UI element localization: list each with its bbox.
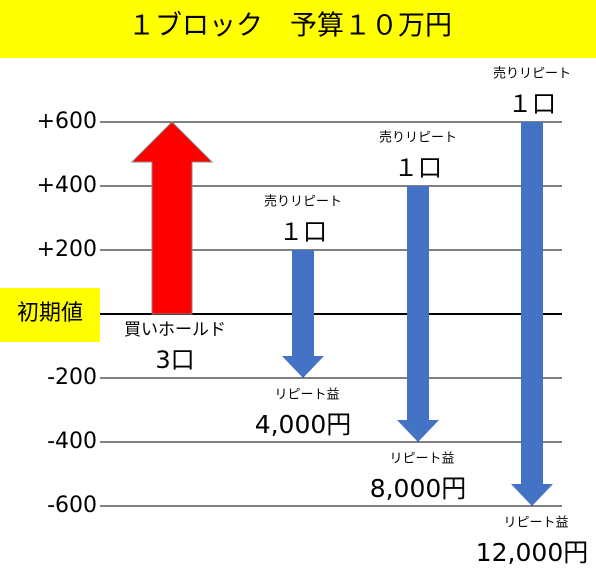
arrow-top-value: １口 — [394, 154, 442, 182]
arrow-bottom-label: 買いホールド — [124, 320, 226, 340]
arrow-top-value: １口 — [279, 218, 327, 246]
arrow-bottom-value: 3口 — [155, 346, 194, 374]
arrow-bottom-value: 8,000円 — [370, 474, 467, 503]
arrow-bottom-label: リピート益 — [389, 452, 454, 467]
y-tick-label: -200 — [47, 365, 97, 390]
y-tick-label: -400 — [47, 429, 97, 454]
arrow — [511, 122, 553, 506]
arrow-top-value: １口 — [508, 90, 556, 118]
arrow-bottom-label: リピート益 — [503, 516, 568, 531]
y-tick-label: +600 — [37, 109, 97, 134]
arrow — [130, 121, 214, 315]
title: １ブロック 予算１０万円 — [128, 11, 452, 42]
arrow-bottom-value: 12,000円 — [476, 538, 588, 567]
arrow-bottom-value: 4,000円 — [255, 410, 352, 439]
y-tick-label: +400 — [37, 173, 97, 198]
arrow-top-label: 売りリピート — [493, 66, 571, 82]
arrow — [282, 250, 324, 378]
arrow-top-label: 売りリピート — [264, 194, 342, 210]
baseline-label-box — [0, 288, 100, 342]
y-tick-label: -600 — [47, 493, 97, 518]
title-banner — [0, 0, 596, 58]
arrow-top-label: 売りリピート — [379, 130, 457, 146]
baseline-label: 初期値 — [17, 301, 83, 326]
y-tick-label: +200 — [37, 237, 97, 262]
arrow-bottom-label: リピート益 — [274, 388, 339, 403]
arrow — [397, 186, 439, 442]
